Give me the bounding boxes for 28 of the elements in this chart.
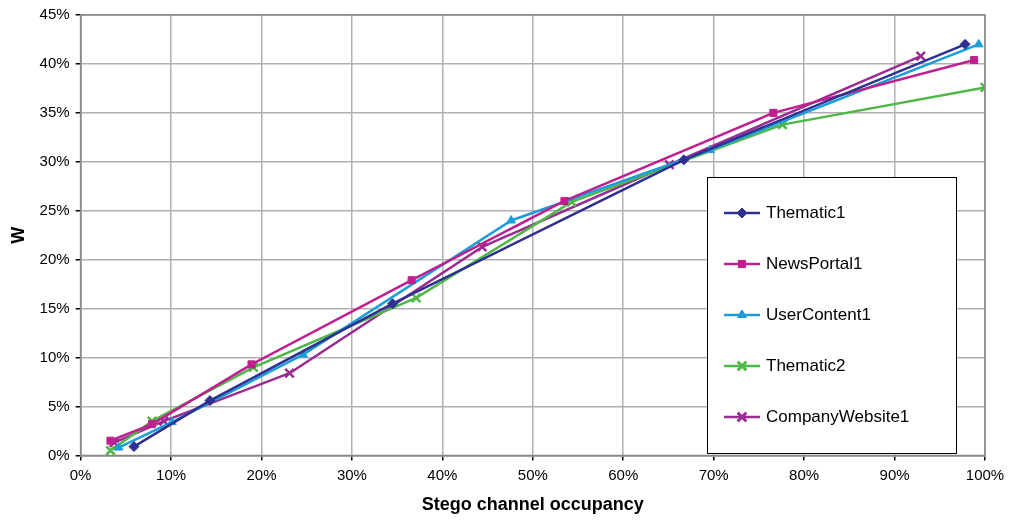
x-tick-label: 70% xyxy=(698,465,729,483)
y-tick-label: 25% xyxy=(39,200,70,218)
y-tick-label: 5% xyxy=(47,396,70,414)
x-tick-label: 60% xyxy=(608,465,639,483)
x-tick-label: 50% xyxy=(517,465,548,483)
legend-label: NewsPortal1 xyxy=(766,254,863,275)
legend-label: Thematic2 xyxy=(766,356,846,377)
legend-label: Thematic1 xyxy=(766,203,846,224)
x-tick-label: 30% xyxy=(336,465,367,483)
y-tick-label: 35% xyxy=(39,103,70,121)
x-tick-label: 90% xyxy=(879,465,910,483)
y-tick-label: 30% xyxy=(39,151,70,169)
x-tick-label: 20% xyxy=(246,465,277,483)
legend-label: CompanyWebsite1 xyxy=(766,407,910,428)
x-tick-label: 10% xyxy=(156,465,187,483)
x-tick-label: 40% xyxy=(427,465,458,483)
legend-label: UserContent1 xyxy=(766,305,871,326)
y-axis-title: W xyxy=(7,226,28,244)
x-tick-label: 80% xyxy=(789,465,820,483)
y-tick-label: 20% xyxy=(39,249,70,267)
x-axis-title: Stego channel occupancy xyxy=(421,494,644,515)
y-tick-label: 45% xyxy=(39,5,70,23)
x-tick-label: 0% xyxy=(69,465,92,483)
y-tick-label: 40% xyxy=(39,54,70,72)
y-tick-label: 0% xyxy=(47,445,70,463)
y-tick-label: 15% xyxy=(39,298,70,316)
y-tick-label: 10% xyxy=(39,347,70,365)
x-tick-label: 100% xyxy=(965,465,1005,483)
